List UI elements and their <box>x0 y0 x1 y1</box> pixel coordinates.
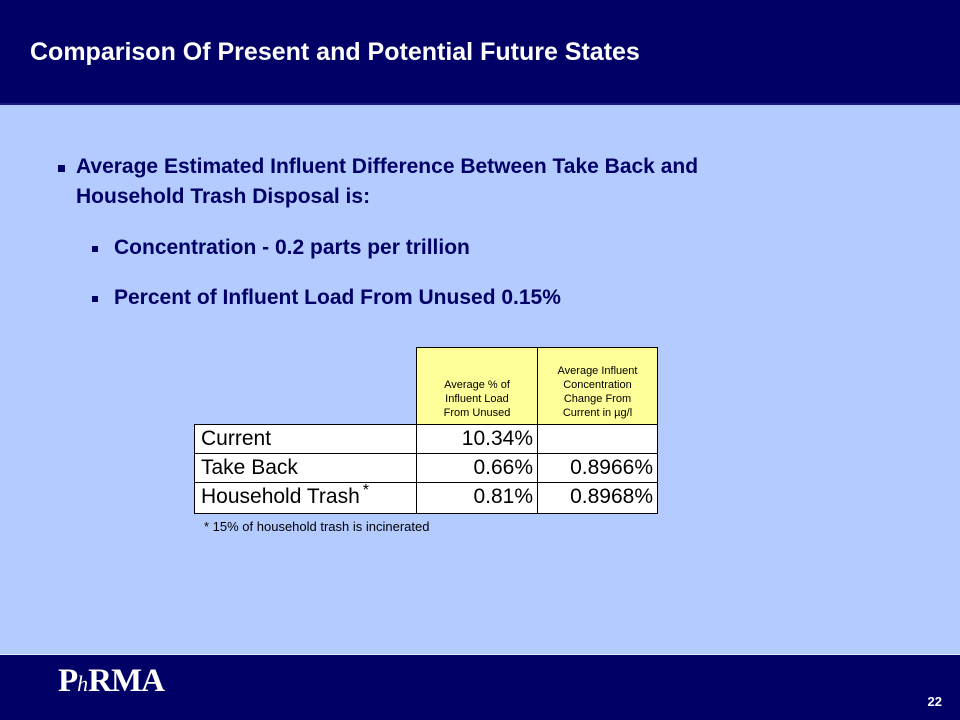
table-cell-concentration: 0.8966% <box>537 453 658 483</box>
table-cell-percent-load: 10.34% <box>416 424 538 454</box>
sub-bullet-square-icon <box>92 296 98 302</box>
table-cell-percent-load: 0.66% <box>416 453 538 483</box>
bullet-square-icon <box>58 165 65 172</box>
table-row-label: Household Trash * <box>194 482 417 514</box>
page-number: 22 <box>927 694 942 709</box>
table-footnote: * 15% of household trash is incinerated <box>204 519 430 534</box>
sub-bullet-square-icon <box>92 246 98 252</box>
title-bar <box>0 0 960 103</box>
table-header-percent-load: Average % of Influent Load From Unused <box>416 347 538 425</box>
table-row-label-text: Household Trash <box>201 485 360 508</box>
footnote-marker: * <box>362 482 369 499</box>
slide-title: Comparison Of Present and Potential Futu… <box>30 38 640 66</box>
phrma-logo: PhRMA <box>58 663 165 699</box>
title-bar-rule <box>0 103 960 105</box>
main-bullet-text: Average Estimated Influent Difference Be… <box>76 152 698 212</box>
table-header-concentration-change: Average Influent Concentration Change Fr… <box>537 347 658 425</box>
comparison-table: Average % of Influent Load From Unused A… <box>194 344 658 514</box>
table-cell-concentration <box>537 424 658 454</box>
table-cell-percent-load: 0.81% <box>416 482 538 514</box>
sub-bullet-concentration: Concentration - 0.2 parts per trillion <box>114 236 470 259</box>
main-bullet-line-2: Household Trash Disposal is: <box>76 185 371 208</box>
main-bullet-line-1: Average Estimated Influent Difference Be… <box>76 155 699 178</box>
table-row-label: Take Back <box>194 453 417 483</box>
sub-bullet-percent-load: Percent of Influent Load From Unused 0.1… <box>114 286 561 309</box>
footer-bar <box>0 655 960 720</box>
table-row-label: Current <box>194 424 417 454</box>
table-cell-concentration: 0.8968% <box>537 482 658 514</box>
